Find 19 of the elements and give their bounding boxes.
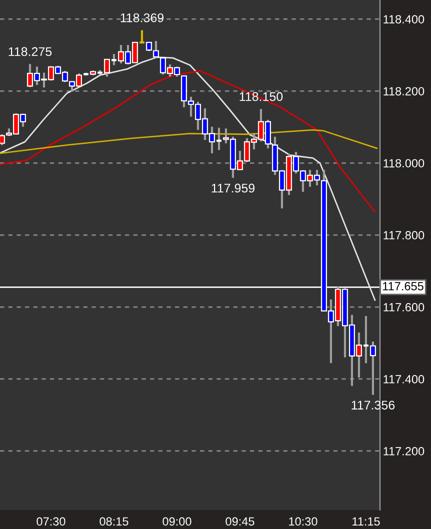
line-series bbox=[0, 129, 378, 154]
y-tick-label: 117.400 bbox=[384, 375, 424, 384]
annotation: 118.369 bbox=[120, 13, 164, 22]
x-tick-label: 10:30 bbox=[289, 517, 318, 526]
y-tick-label: 117.200 bbox=[384, 447, 424, 456]
annotation: 118.275 bbox=[8, 47, 52, 56]
x-tick-label: 09:45 bbox=[226, 517, 254, 526]
x-tick-label: 11:15 bbox=[352, 517, 380, 526]
y-tick-label: 118.000 bbox=[384, 159, 424, 168]
y-tick-label: 117.600 bbox=[384, 303, 424, 312]
annotation: 117.959 bbox=[212, 184, 255, 193]
x-tick-label: 08:15 bbox=[100, 517, 128, 526]
y-tick-label: 117.800 bbox=[384, 231, 424, 240]
ref-line-label: 117.655 bbox=[382, 282, 424, 290]
annotation: 117.356 bbox=[352, 400, 395, 410]
y-tick-label: 118.400 bbox=[384, 15, 424, 24]
x-tick-label: 07:30 bbox=[36, 517, 66, 526]
x-tick-label: 09:00 bbox=[162, 517, 192, 526]
y-tick-label: 118.200 bbox=[384, 87, 424, 96]
